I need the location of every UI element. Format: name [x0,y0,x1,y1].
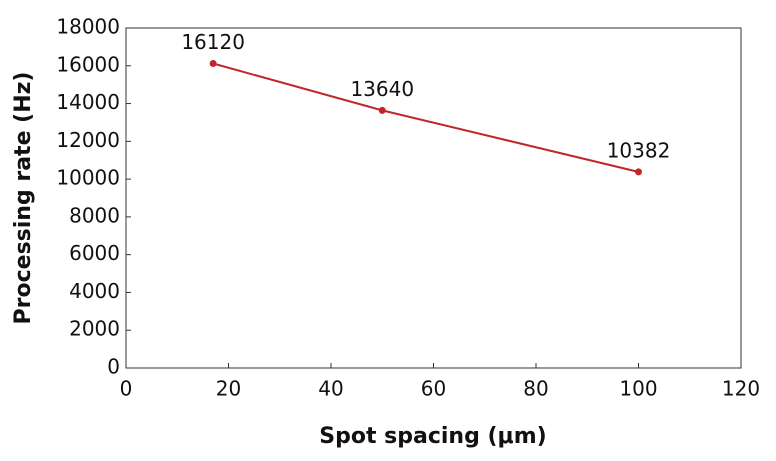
y-axis-title: Processing rate (Hz) [11,72,36,325]
y-tick-label: 16000 [56,52,120,76]
data-point [378,106,386,114]
y-tick-label: 8000 [69,203,120,227]
y-tick-label: 14000 [56,90,120,114]
x-axis-title: Spot spacing (μm) [319,424,546,449]
y-tick-label: 18000 [56,15,120,39]
x-tick-label: 60 [421,377,446,401]
data-label: 13640 [350,77,414,101]
x-tick-label: 40 [318,377,343,401]
data-label: 16120 [181,30,245,54]
y-tick-label: 10000 [56,166,120,190]
y-tick-label: 6000 [69,241,120,265]
x-tick-label: 120 [722,377,760,401]
x-tick-label: 80 [523,377,548,401]
x-tick-label: 20 [216,377,241,401]
y-tick-label: 12000 [56,128,120,152]
y-tick-label: 0 [107,355,120,379]
data-label: 10382 [607,138,671,162]
plot-frame [125,27,742,369]
x-tick-label: 0 [120,377,133,401]
x-tick-label: 100 [619,377,657,401]
data-line [212,62,639,173]
y-tick-label: 2000 [69,317,120,341]
data-point [209,60,217,68]
data-point [635,168,642,176]
y-tick-label: 4000 [69,279,120,303]
